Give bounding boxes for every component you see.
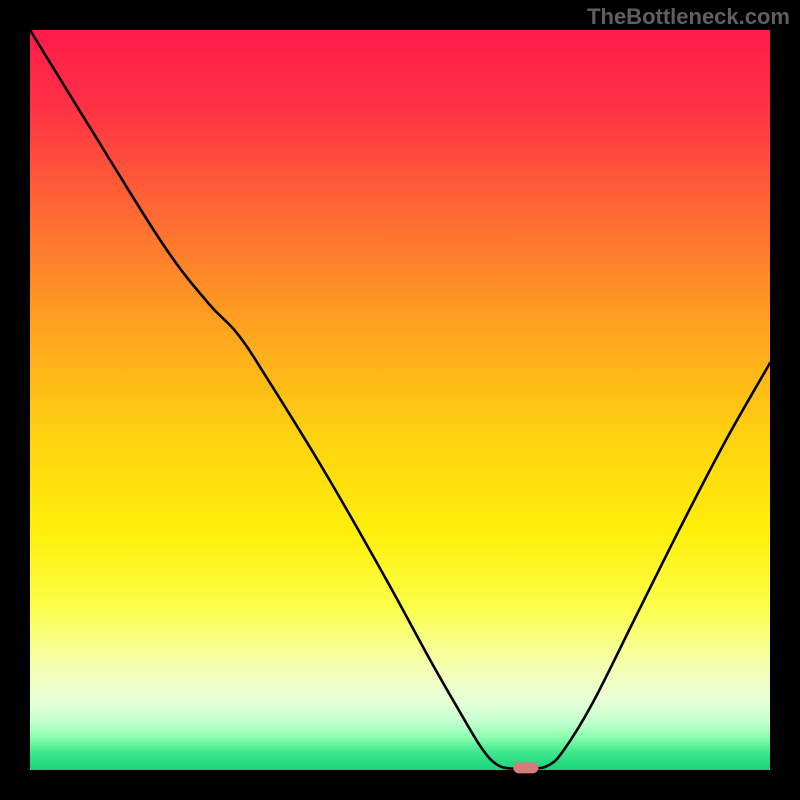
bottleneck-chart: TheBottleneck.com bbox=[0, 0, 800, 800]
plot-background bbox=[30, 30, 770, 770]
chart-svg bbox=[0, 0, 800, 800]
watermark-text: TheBottleneck.com bbox=[587, 4, 790, 30]
minimum-marker bbox=[513, 762, 538, 773]
